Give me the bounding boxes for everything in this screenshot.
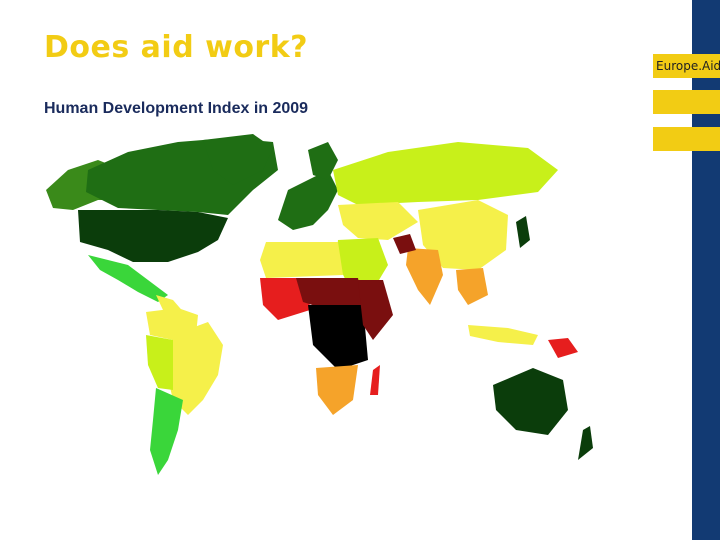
map-region-middle-east <box>336 238 388 290</box>
world-hdi-map <box>46 134 593 475</box>
map-region-madagascar <box>370 365 380 395</box>
map-region-europe <box>278 170 338 230</box>
map-region-peru-bolivia <box>146 335 173 390</box>
map-region-usa <box>78 210 228 262</box>
map-region-indonesia <box>468 325 538 345</box>
europeaid-logo: Europe.Aid <box>653 54 720 78</box>
map-region-australia <box>493 368 568 435</box>
map-region-southeast-asia <box>456 268 488 305</box>
map-region-afghanistan <box>393 234 416 254</box>
side-band <box>692 0 720 540</box>
map-region-papua <box>548 338 578 358</box>
map-region-central-africa <box>308 305 368 370</box>
map-region-sahel <box>296 278 363 310</box>
map-region-east-africa <box>358 280 393 340</box>
map-region-new-zealand <box>578 426 593 460</box>
map-region-west-africa <box>260 278 310 320</box>
map-region-brazil <box>166 322 223 415</box>
accent-bar <box>653 90 720 114</box>
map-region-central-asia <box>338 202 418 240</box>
map-region-mexico <box>88 255 168 302</box>
map-region-scandinavia <box>308 142 338 180</box>
map-region-china <box>418 200 508 270</box>
slide-subtitle: Human Development Index in 2009 <box>44 100 309 117</box>
map-region-russia <box>333 142 558 205</box>
map-region-japan <box>516 216 530 248</box>
map-region-north-africa <box>260 242 343 278</box>
map-region-greenland <box>203 134 273 185</box>
accent-bar <box>653 127 720 151</box>
slide-title: Does aid work? <box>44 30 309 65</box>
map-region-india <box>406 248 443 305</box>
map-region-southern-africa <box>316 365 358 415</box>
map-region-argentina-chile <box>150 388 183 475</box>
